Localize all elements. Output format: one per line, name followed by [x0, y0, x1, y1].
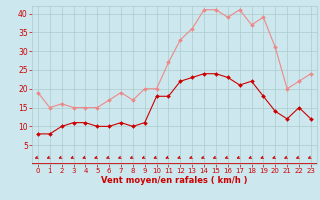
- X-axis label: Vent moyen/en rafales ( km/h ): Vent moyen/en rafales ( km/h ): [101, 176, 248, 185]
